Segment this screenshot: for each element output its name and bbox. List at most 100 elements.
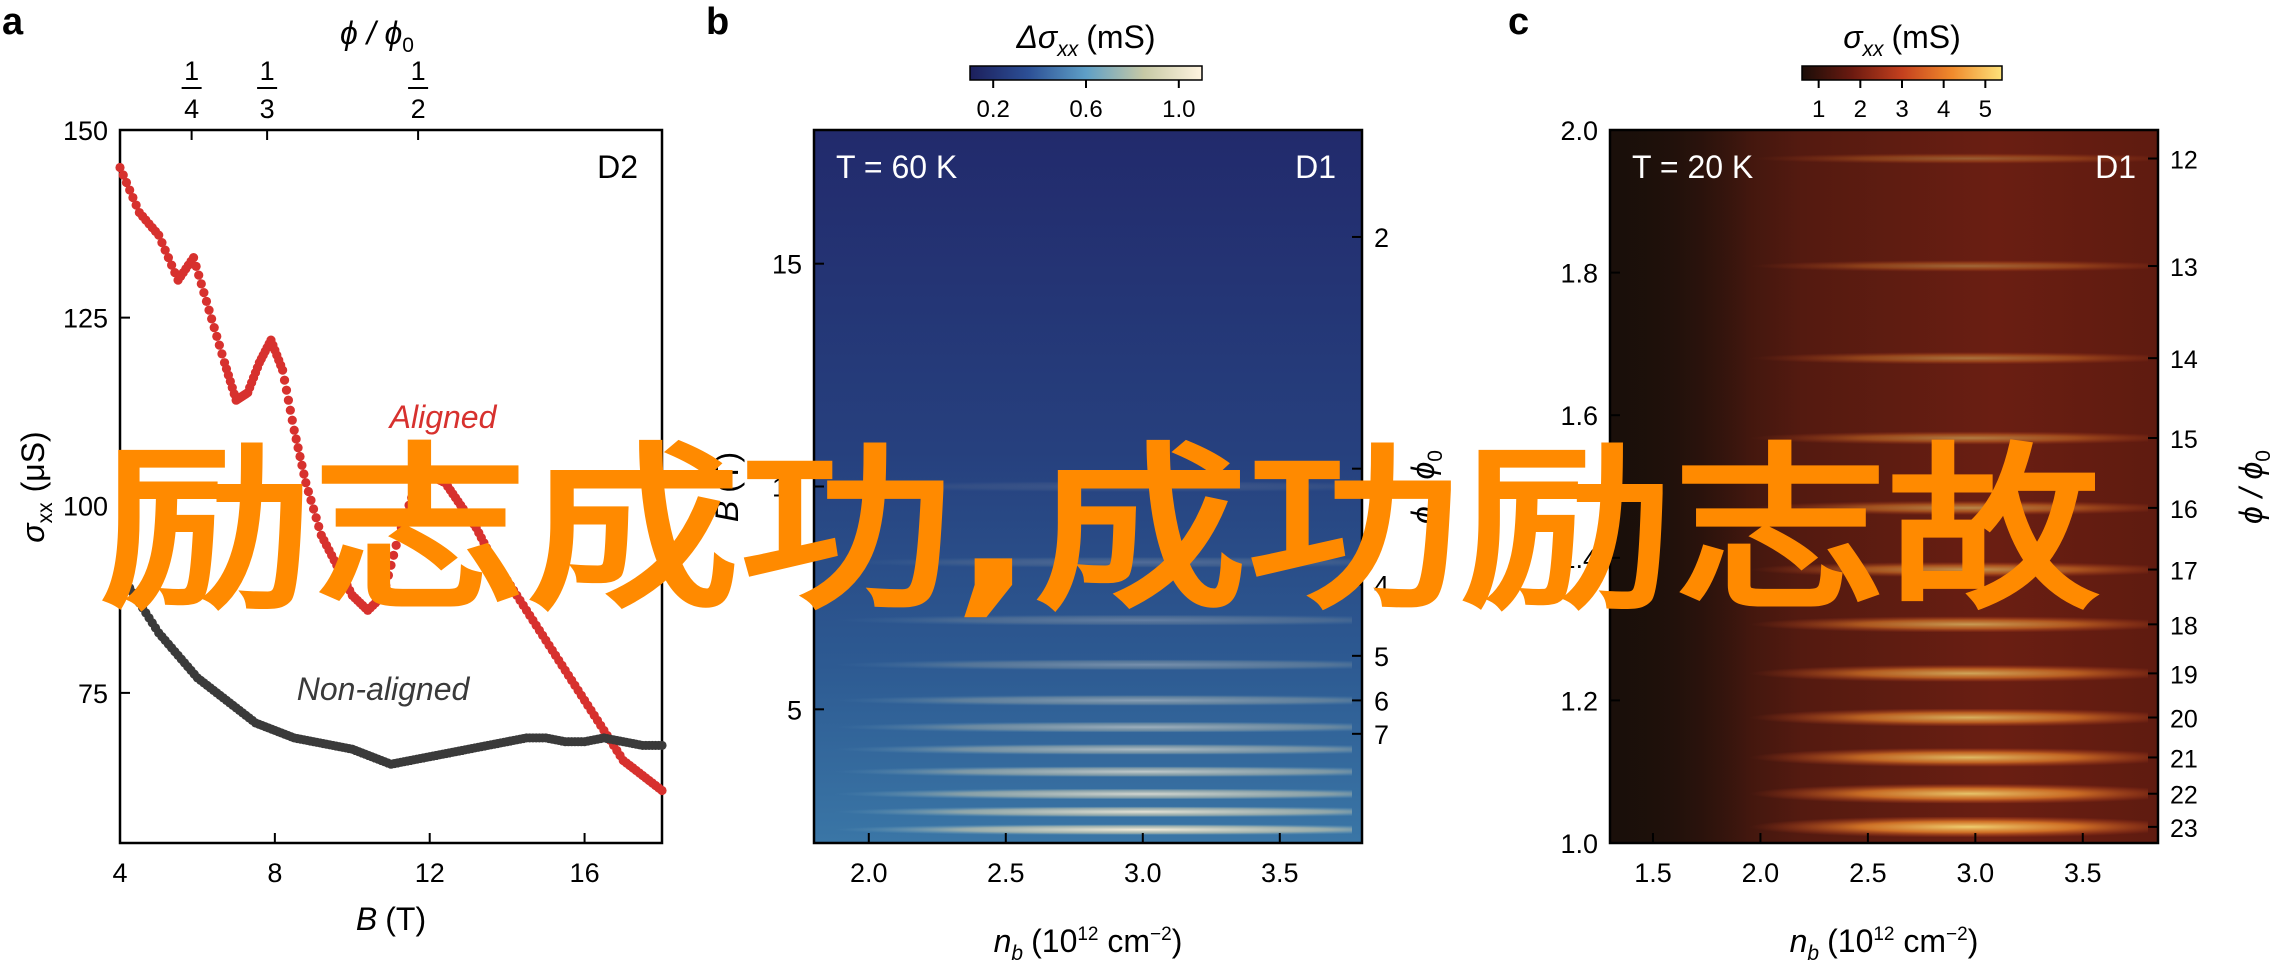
series-label-non-aligned: Non-aligned <box>297 671 471 707</box>
panel-b-stripe <box>834 481 1352 492</box>
panel-a-top-tick-denominator: 4 <box>184 94 199 124</box>
panel-a-device-label: D2 <box>597 149 638 185</box>
panel-c-x-tick-label: 3.5 <box>2064 858 2102 888</box>
data-point <box>308 504 319 514</box>
panel-a-series-group <box>115 162 667 796</box>
data-point <box>217 349 227 359</box>
panel-a-top-tick-numerator: 1 <box>184 56 199 86</box>
panel-c-x-axis-label: nb (1012 cm−2) <box>1790 923 1979 965</box>
panel-letter-a: a <box>2 1 24 43</box>
data-point <box>657 740 667 751</box>
panel-a-y-tick-label: 125 <box>63 304 108 334</box>
panel-b-x-tick-label: 3.5 <box>1261 858 1299 888</box>
panel-a-x-tick-label: 4 <box>112 858 127 888</box>
panel-a-y-tick-label: 100 <box>63 491 108 521</box>
panel-c-right-tick-label: 19 <box>2170 661 2198 689</box>
panel-b-stripe <box>834 557 1352 568</box>
panel-a-y-axis-label: σxx(μS) <box>15 431 57 542</box>
panel-b-stripe <box>834 788 1352 799</box>
panel-b-right-tick-label: 4 <box>1374 571 1389 601</box>
panel-c-right-tick-label: 22 <box>2170 782 2198 810</box>
panel-b-axes: 2.0 2.5 3.0 3.5 5 10 15 2 3 4 5 6 7 <box>772 223 1389 888</box>
panel-c-y-tick-label: 1.6 <box>1560 401 1598 431</box>
panel-c-colorbar-ticks: 1 2 3 4 5 <box>1812 80 1992 123</box>
data-point <box>399 515 409 525</box>
panel-letter-c: c <box>1508 1 1529 43</box>
panel-b-stripe <box>834 615 1352 626</box>
panel-c-right-tick-label: 21 <box>2170 745 2198 773</box>
data-point <box>163 252 173 263</box>
data-point <box>131 200 141 210</box>
panel-b-oscillation-stripes <box>834 481 1352 835</box>
panel-b-stripe <box>834 806 1352 817</box>
panel-a-top-tick-numerator: 1 <box>411 56 426 86</box>
panel-b-x-axis-label: nb (1012 cm−2) <box>994 923 1183 965</box>
panel-c-stripe <box>1750 708 2148 727</box>
data-point <box>160 245 170 255</box>
data-point <box>657 785 667 796</box>
colorbar-tick-label: 1 <box>1812 96 1825 123</box>
colorbar-tick-label: 0.2 <box>977 96 1010 123</box>
panel-b-stripe <box>834 659 1352 670</box>
panel-c-left-fade <box>1610 130 1750 843</box>
data-point <box>118 170 128 180</box>
colorbar-tick-label: 4 <box>1937 96 1950 123</box>
panel-b-stripe <box>834 722 1352 733</box>
panel-c-oscillation-stripes <box>1750 153 2148 837</box>
data-point <box>212 331 222 341</box>
panel-c-x-tick-label: 3.0 <box>1957 858 1995 888</box>
data-point <box>201 296 212 306</box>
panel-c-stripe <box>1750 665 2148 682</box>
data-point <box>125 185 135 195</box>
panel-c-stripe <box>1750 562 2148 577</box>
data-point <box>167 260 177 270</box>
data-point <box>396 523 406 533</box>
data-point <box>157 237 167 248</box>
data-point <box>381 580 391 590</box>
data-point <box>191 261 201 271</box>
panel-a-x-tick-label: 12 <box>415 858 445 888</box>
data-point <box>279 375 290 385</box>
panel-b-stripe <box>834 744 1352 755</box>
panel-c-colorbar <box>1801 65 2003 81</box>
data-point <box>283 395 294 405</box>
panel-c-stripe <box>1750 260 2148 272</box>
panel-b-y-tick-label: 10 <box>772 473 802 503</box>
panel-b-x-tick-label: 3.0 <box>1124 858 1162 888</box>
panel-b-colorbar-label: Δσxx (mS) <box>1015 19 1155 61</box>
colorbar-tick-label: 0.6 <box>1069 96 1102 123</box>
data-point <box>303 486 314 497</box>
data-point <box>404 500 414 510</box>
data-point <box>289 425 299 435</box>
panel-c-right-tick-label: 14 <box>2170 346 2198 374</box>
overlay-banner-text: 励志成功,成功励志故 <box>100 427 2100 634</box>
panel-b-right-tick-label: 5 <box>1374 642 1389 672</box>
data-point <box>285 405 295 415</box>
data-point <box>154 230 164 240</box>
panel-c-frame <box>1608 128 2160 845</box>
panel-b-y-tick-label: 5 <box>787 695 802 725</box>
colorbar-tick-label: 2 <box>1854 96 1867 123</box>
panel-c-stripe <box>1750 431 2148 445</box>
panel-b-colorbar <box>969 65 1203 81</box>
panel-c-right-tick-label: 23 <box>2170 815 2198 843</box>
panel-c-stripe <box>1750 784 2148 804</box>
data-point <box>388 550 399 560</box>
panel-c-y-tick-label: 1.2 <box>1560 686 1598 716</box>
panel-c-y-tick-label: 2.0 <box>1560 116 1598 146</box>
panel-a-x-axis-label: B (T) <box>356 901 426 937</box>
panel-c-y-tick-label: 1.0 <box>1560 829 1598 859</box>
panel-letter-b: b <box>706 1 729 43</box>
panel-c-y-tick-label: 1.8 <box>1560 259 1598 289</box>
panel-b-right-tick-label: 3 <box>1374 455 1389 485</box>
data-point <box>299 469 309 479</box>
data-point <box>281 385 292 395</box>
data-point <box>407 493 417 503</box>
panel-c-stripe <box>1750 352 2148 365</box>
series-label-aligned: Aligned <box>388 399 498 435</box>
data-point <box>293 443 303 453</box>
data-point <box>194 270 204 280</box>
series-aligned <box>115 162 667 796</box>
